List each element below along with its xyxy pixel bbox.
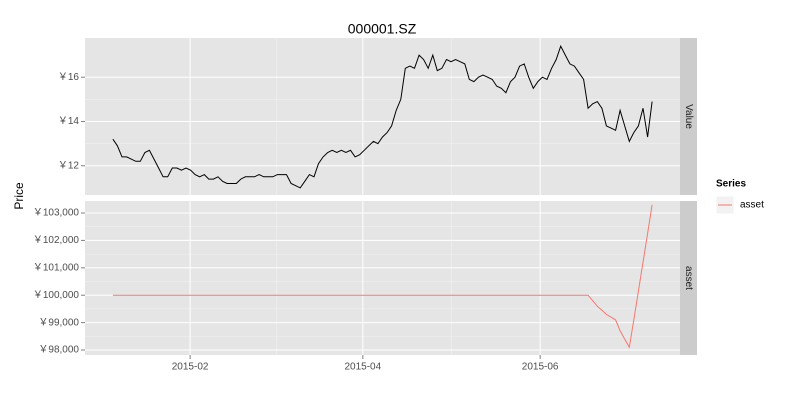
y-tick-label: ￥14 (58, 116, 80, 127)
y-tick-label: ￥16 (58, 72, 80, 83)
panel-background (85, 201, 680, 355)
strip-label: Value (683, 104, 694, 129)
y-tick-label: ￥98,000 (38, 345, 79, 356)
line (112, 44, 653, 189)
x-tick-label: 2015-02 (172, 362, 209, 373)
legend-title: Series (716, 179, 746, 190)
line (112, 204, 653, 349)
y-tick-label: ￥101,000 (33, 262, 80, 273)
strip-label: asset (683, 266, 694, 290)
legend-label: asset (740, 200, 764, 211)
strip-background (680, 38, 697, 195)
x-tick-label: 2015-04 (344, 362, 381, 373)
x-tick-label: 2015-06 (522, 362, 559, 373)
y-tick-label: ￥12 (58, 160, 80, 171)
y-tick-label: ￥99,000 (38, 317, 79, 328)
y-axis-title: Price (12, 182, 26, 210)
y-tick-label: ￥102,000 (33, 235, 80, 246)
panel-background (85, 38, 680, 195)
y-tick-label: ￥100,000 (33, 290, 80, 301)
chart-title: 000001.SZ (348, 21, 417, 37)
y-tick-label: ￥103,000 (33, 208, 80, 219)
strip-background (680, 201, 697, 355)
